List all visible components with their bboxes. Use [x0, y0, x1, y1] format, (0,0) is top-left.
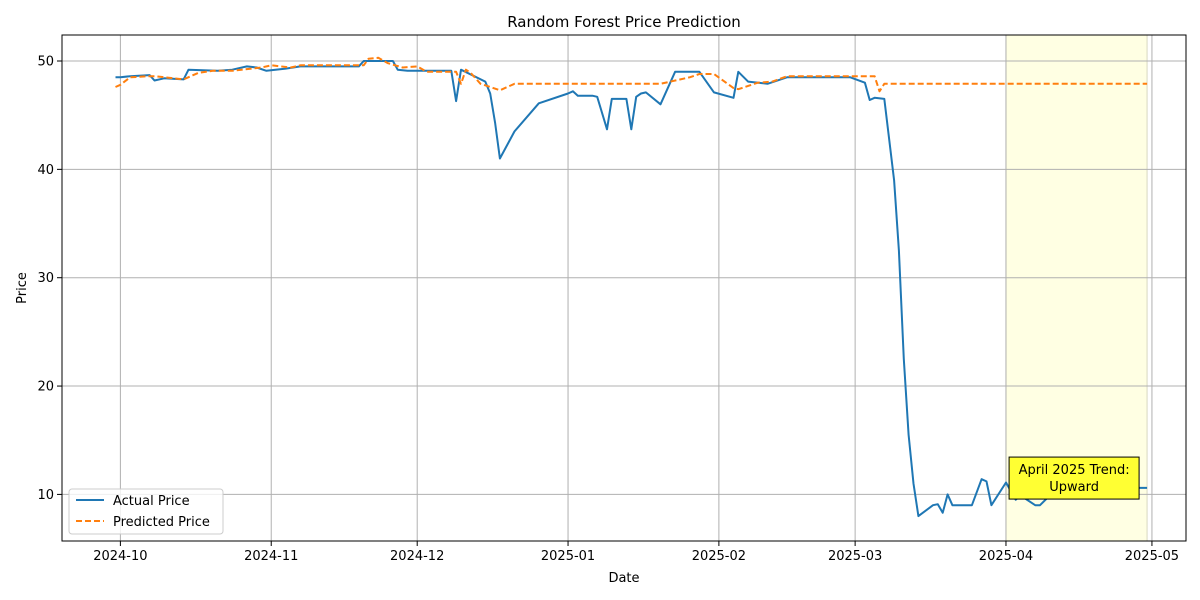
legend-box — [68, 488, 224, 535]
x-tick-label: 2025-04 — [979, 549, 1033, 564]
x-tick-label: 2024-12 — [390, 549, 444, 564]
annotation-line-1: April 2025 Trend: — [1019, 463, 1130, 478]
annotation-box — [1008, 456, 1140, 500]
annotation-line-2: Upward — [1049, 480, 1099, 495]
x-tick-label: 2025-05 — [1125, 549, 1179, 564]
legend-label-actual-price: Actual Price — [113, 494, 190, 509]
y-tick-label: 20 — [37, 380, 54, 395]
y-tick-label: 10 — [37, 488, 54, 503]
x-tick-label: 2025-03 — [828, 549, 882, 564]
x-axis-label: Date — [608, 571, 639, 586]
x-tick-label: 2024-11 — [244, 549, 298, 564]
legend-label-predicted-price: Predicted Price — [113, 515, 210, 530]
ticks-layer: 2024-10 2024-11 2024-12 2025-01 2025-02 2025-… — [37, 55, 1179, 564]
x-tick-label: 2025-02 — [692, 549, 746, 564]
x-tick-label: 2024-10 — [93, 549, 147, 564]
y-tick-label: 30 — [37, 271, 54, 286]
y-tick-label: 40 — [37, 163, 54, 178]
chart-title: Random Forest Price Prediction — [507, 13, 741, 31]
series-line-predicted-price — [115, 56, 1148, 93]
trend-annotation: April 2025 Trend: Upward — [1008, 456, 1140, 500]
legend: Actual Price Predicted Price — [68, 488, 224, 535]
grid-layer — [62, 35, 1186, 541]
axes-frame — [61, 34, 1187, 542]
y-tick-label: 50 — [37, 55, 54, 70]
x-tick-label: 2025-01 — [541, 549, 595, 564]
y-axis-label: Price — [15, 272, 30, 304]
